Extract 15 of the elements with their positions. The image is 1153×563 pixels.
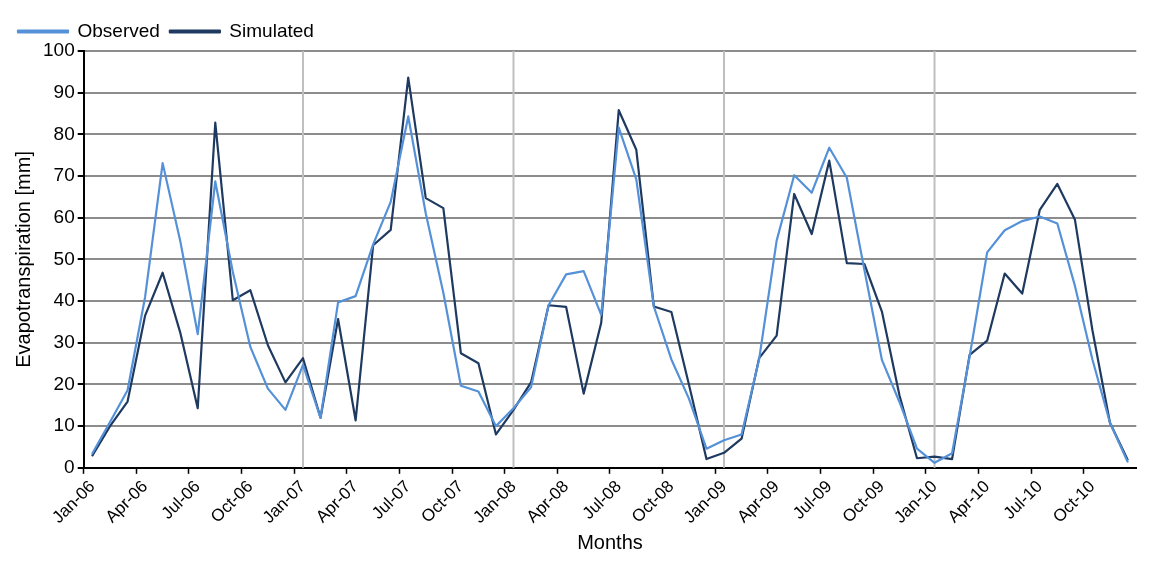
y-tick-label: 10 (53, 414, 75, 436)
y-tick-label: 90 (53, 80, 75, 102)
y-tick-label: 0 (64, 456, 75, 478)
y-tick-label: 100 (43, 39, 75, 61)
y-tick-label: 70 (53, 164, 75, 186)
y-axis-title: Evapotranspiration [mm] (11, 151, 34, 368)
x-axis-title: Months (577, 530, 643, 553)
legend-label: Observed (77, 19, 160, 41)
legend-label: Simulated (229, 19, 314, 41)
y-tick-label: 60 (53, 205, 75, 227)
y-tick-label: 80 (53, 122, 75, 144)
y-tick-label: 20 (53, 372, 75, 394)
y-tick-label: 30 (53, 331, 75, 353)
y-tick-label: 40 (53, 289, 75, 311)
y-tick-label: 50 (53, 247, 75, 269)
